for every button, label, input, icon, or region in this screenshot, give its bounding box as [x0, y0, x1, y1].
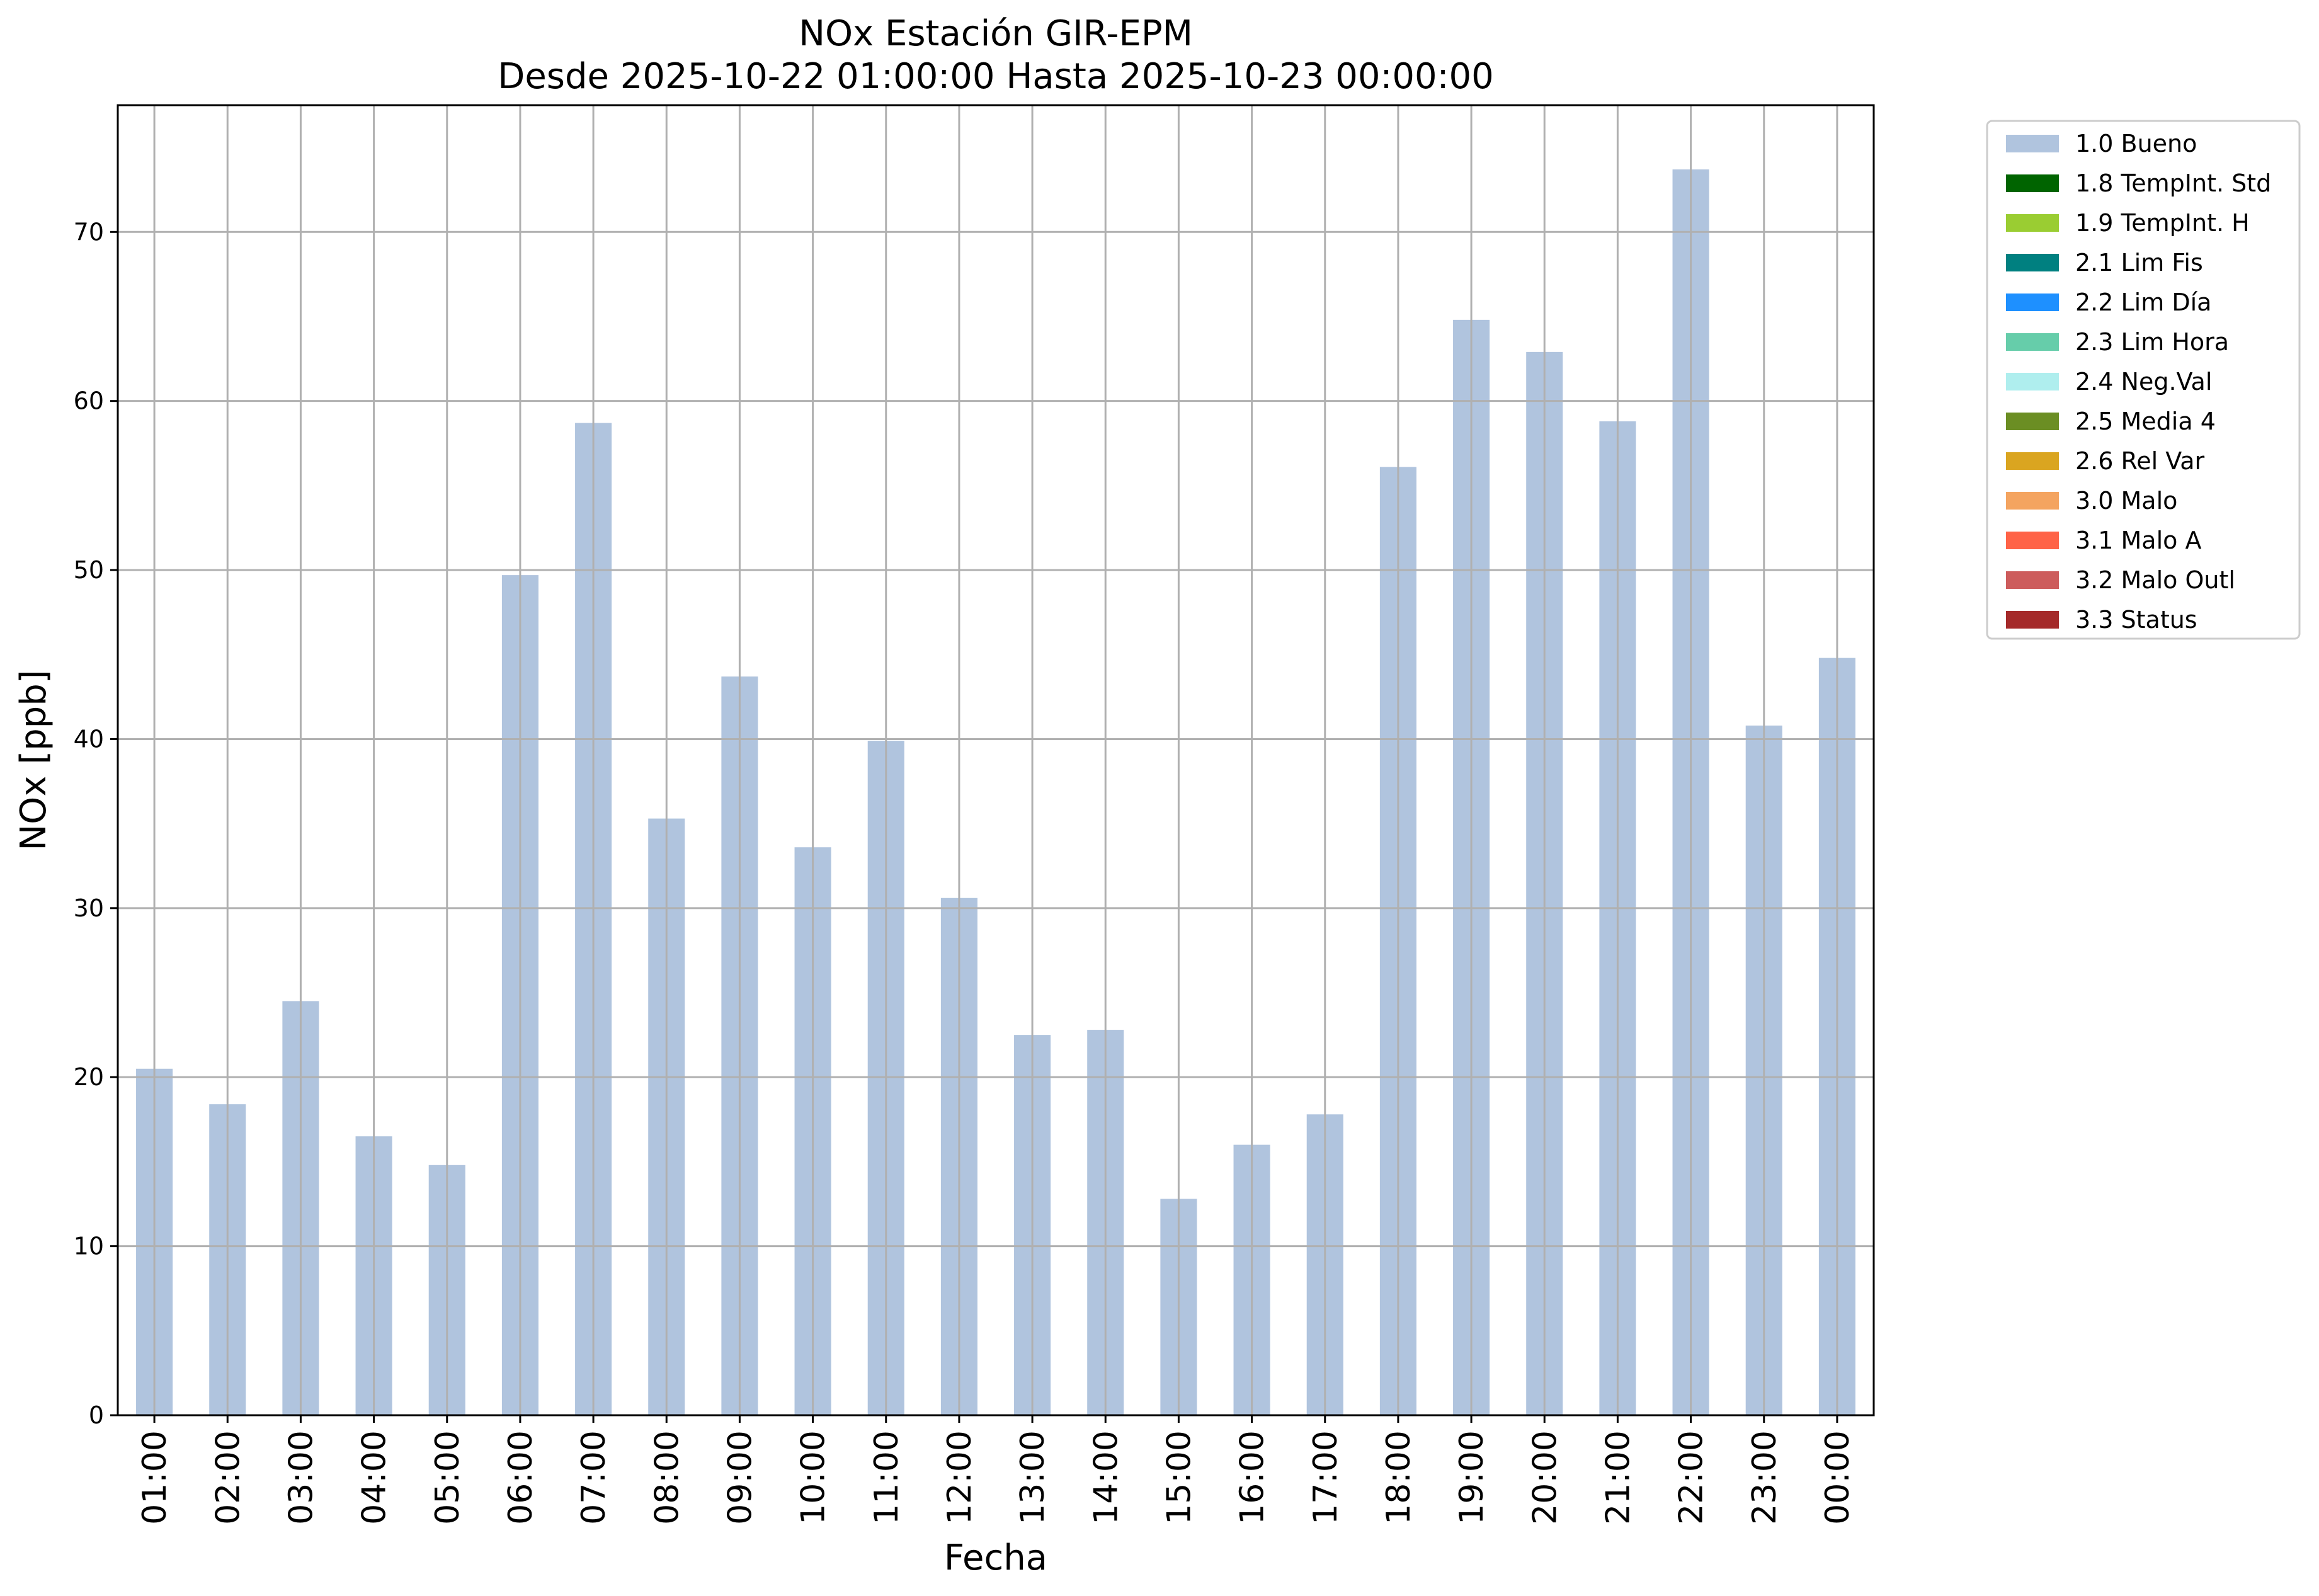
y-tick-label: 40	[74, 725, 104, 753]
x-tick-label: 05:00	[429, 1430, 467, 1525]
bars	[136, 169, 1855, 1416]
y-axis-ticks: 0 10 20 30 40 50 60 70	[74, 218, 118, 1429]
x-tick-label: 21:00	[1599, 1430, 1637, 1525]
x-tick-label: 22:00	[1673, 1430, 1711, 1525]
legend-label: 3.1 Malo A	[2075, 527, 2201, 554]
y-tick-label: 20	[74, 1063, 104, 1091]
legend-swatch	[2006, 492, 2059, 510]
x-tick-label: 14:00	[1087, 1430, 1125, 1525]
legend-label: 3.0 Malo	[2075, 487, 2177, 515]
legend-swatch	[2006, 413, 2059, 430]
x-tick-label: 00:00	[1819, 1430, 1857, 1525]
legend-label: 2.4 Neg.Val	[2075, 368, 2212, 396]
x-tick-label: 20:00	[1526, 1430, 1564, 1525]
legend-swatch	[2006, 373, 2059, 390]
x-tick-label: 09:00	[721, 1430, 759, 1525]
x-tick-label: 16:00	[1234, 1430, 1272, 1525]
legend-swatch	[2006, 452, 2059, 470]
x-axis-label: Fecha	[944, 1537, 1047, 1578]
x-tick-label: 17:00	[1307, 1430, 1345, 1525]
y-tick-label: 30	[74, 894, 104, 922]
legend: 1.0 Bueno 1.8 TempInt. Std 1.9 TempInt. H 2…	[1986, 120, 2301, 640]
chart-title: NOx Estación GIR-EPM	[799, 13, 1193, 54]
y-axis-label: NOx [ppb]	[13, 670, 54, 850]
legend-swatch	[2006, 135, 2059, 152]
legend-swatch	[2006, 571, 2059, 589]
plot-frame	[117, 104, 1875, 1416]
y-tick-label: 60	[74, 387, 104, 415]
x-tick-label: 19:00	[1453, 1430, 1491, 1525]
x-tick-label: 02:00	[209, 1430, 247, 1525]
legend-swatch	[2006, 174, 2059, 192]
x-tick-label: 04:00	[356, 1430, 394, 1525]
legend-swatch	[2006, 333, 2059, 351]
x-tick-label: 15:00	[1160, 1430, 1198, 1525]
legend-label: 1.9 TempInt. H	[2075, 209, 2250, 237]
legend-swatch	[2006, 214, 2059, 232]
legend-label: 1.8 TempInt. Std	[2075, 169, 2271, 197]
legend-label: 2.1 Lim Fis	[2075, 249, 2203, 276]
legend-label: 2.5 Media 4	[2075, 408, 2216, 435]
x-tick-label: 10:00	[795, 1430, 833, 1525]
legend-swatch	[2006, 611, 2059, 629]
x-tick-label: 03:00	[282, 1430, 320, 1525]
legend-label: 3.2 Malo Outl	[2075, 566, 2235, 594]
x-tick-label: 23:00	[1746, 1430, 1784, 1525]
x-tick-label: 11:00	[868, 1430, 906, 1525]
x-tick-label: 12:00	[941, 1430, 979, 1525]
x-tick-label: 13:00	[1014, 1430, 1052, 1525]
y-tick-label: 0	[89, 1401, 104, 1429]
x-tick-label: 01:00	[136, 1430, 174, 1525]
legend-swatch	[2006, 532, 2059, 549]
legend-swatch	[2006, 254, 2059, 271]
y-tick-label: 10	[74, 1233, 104, 1260]
x-tick-label: 06:00	[502, 1430, 540, 1525]
x-tick-label: 18:00	[1380, 1430, 1418, 1525]
legend-label: 1.0 Bueno	[2075, 130, 2197, 157]
y-tick-label: 50	[74, 556, 104, 584]
x-tick-label: 07:00	[575, 1430, 613, 1525]
legend-label: 2.6 Rel Var	[2075, 447, 2205, 475]
legend-label: 2.3 Lim Hora	[2075, 328, 2229, 356]
legend-label: 2.2 Lim Día	[2075, 288, 2211, 316]
legend-swatch	[2006, 294, 2059, 311]
legend-label: 3.3 Status	[2075, 606, 2197, 634]
y-tick-label: 70	[74, 218, 104, 246]
legend-frame	[1986, 120, 2301, 640]
x-axis-ticks: 01:00 02:00 03:00 04:00 05:00 06:00 07:00 08:00…	[136, 1415, 1857, 1525]
x-tick-label: 08:00	[648, 1430, 686, 1525]
chart-subtitle: Desde 2025-10-22 01:00:00 Hasta 2025-10-…	[498, 56, 1494, 97]
